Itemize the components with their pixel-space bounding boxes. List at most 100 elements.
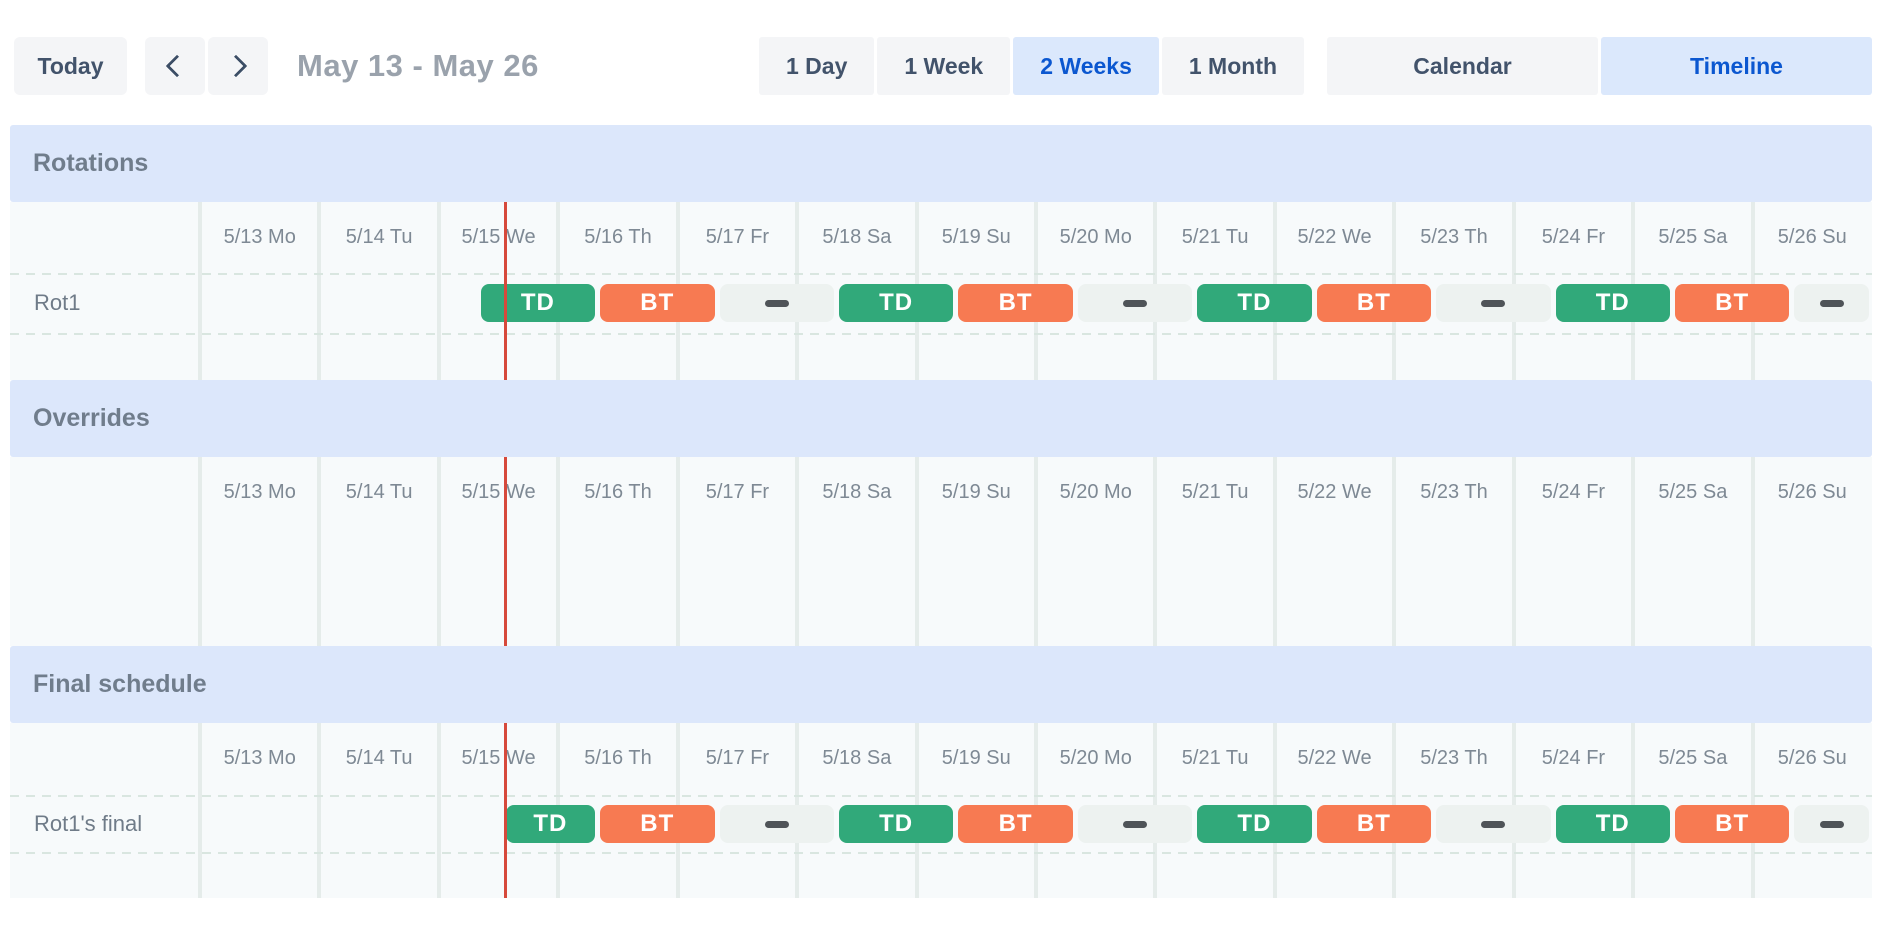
column-separator	[198, 457, 202, 646]
gap-dash-icon	[1819, 299, 1844, 307]
shift-bar[interactable]: BT	[1316, 284, 1432, 322]
section-title: Rotations	[33, 149, 149, 177]
date-header-cell: 5/15 We	[461, 481, 536, 503]
column-separator	[795, 457, 800, 646]
date-header-cell: 5/18 Sa	[822, 747, 892, 769]
date-header-cell: 5/20 Mo	[1059, 747, 1132, 769]
now-line-indicator	[503, 457, 507, 646]
shift-bar[interactable]: TD	[1555, 805, 1670, 843]
column-separator	[317, 457, 322, 646]
section-body: 5/13 Mo 5/14 Tu 5/15 We 5/16 Th 5/17 Fr 5/18 …	[10, 202, 1872, 380]
shift-bar[interactable]: TD	[480, 284, 596, 322]
date-header-cell: 5/23 Th	[1420, 481, 1488, 503]
date-header-cell: 5/19 Su	[941, 481, 1011, 503]
date-header-cell: 5/13 Mo	[223, 226, 296, 248]
date-header-cell: 5/26 Su	[1777, 747, 1847, 769]
section-header: Rotations	[10, 125, 1872, 202]
section-title: Final schedule	[33, 670, 207, 698]
date-header-cell: 5/14 Tu	[345, 747, 413, 769]
today-button[interactable]: Today	[14, 37, 127, 95]
shift-bar[interactable]: BT	[600, 805, 715, 843]
gap-dash-icon	[764, 299, 789, 307]
date-header-cell: 5/22 We	[1297, 481, 1372, 503]
date-nav-group	[145, 37, 268, 95]
column-separator	[1034, 457, 1038, 646]
shift-bar[interactable]: TD	[505, 805, 596, 843]
range-button-2-weeks[interactable]: 2 Weeks	[1013, 37, 1159, 95]
shift-label: TD	[1237, 289, 1272, 316]
prev-button[interactable]	[145, 37, 205, 95]
column-separator	[1631, 457, 1636, 646]
now-line-indicator	[503, 202, 507, 380]
section-header: Final schedule	[10, 646, 1872, 723]
range-button-1-week[interactable]: 1 Week	[877, 37, 1011, 95]
shift-label: BT	[998, 810, 1033, 837]
toolbar: Today May 13 - May 26 1 Day 1 Week 2 Weeks…	[0, 37, 1892, 95]
date-header-cell: 5/24 Fr	[1541, 226, 1606, 248]
date-header-cell: 5/21 Tu	[1181, 481, 1249, 503]
column-separator	[556, 457, 561, 646]
date-header-cell: 5/14 Tu	[345, 226, 413, 248]
range-switcher: 1 Day 1 Week 2 Weeks 1 Month	[759, 37, 1305, 95]
view-switcher: Calendar Timeline	[1327, 37, 1872, 95]
shift-label: BT	[1715, 810, 1750, 837]
view-button-timeline[interactable]: Timeline	[1601, 37, 1872, 95]
date-header-cell: 5/26 Su	[1777, 481, 1847, 503]
date-header-cell: 5/16 Th	[584, 481, 652, 503]
range-button-1-month[interactable]: 1 Month	[1161, 37, 1305, 95]
shift-bar[interactable]: BT	[600, 284, 715, 322]
date-header-cell: 5/25 Sa	[1658, 226, 1728, 248]
row-separator	[10, 273, 1872, 275]
date-header-cell: 5/20 Mo	[1059, 481, 1132, 503]
date-header-cell: 5/24 Fr	[1541, 747, 1606, 769]
gap-dash-icon	[1819, 820, 1844, 828]
shift-label: TD	[520, 289, 555, 316]
date-header-cell: 5/13 Mo	[223, 481, 296, 503]
section-header: Overrides	[10, 380, 1872, 457]
gap-strip	[1436, 284, 1551, 322]
shift-bar[interactable]: TD	[838, 284, 954, 322]
date-header-cell: 5/21 Tu	[1181, 226, 1249, 248]
shift-label: BT	[640, 810, 675, 837]
date-header-cell: 5/17 Fr	[705, 226, 770, 248]
shift-label: BT	[640, 289, 675, 316]
range-button-1-day[interactable]: 1 Day	[759, 37, 875, 95]
shift-label: BT	[1356, 810, 1391, 837]
shift-bar[interactable]: TD	[1197, 805, 1312, 843]
date-header-cell: 5/17 Fr	[705, 747, 770, 769]
shift-bar[interactable]: BT	[1674, 284, 1790, 322]
shift-bar[interactable]: TD	[838, 805, 954, 843]
shift-bar[interactable]: TD	[1555, 284, 1670, 322]
chevron-right-icon	[224, 54, 248, 78]
date-range-title: May 13 - May 26	[297, 48, 539, 83]
date-header-cell: 5/21 Tu	[1181, 747, 1249, 769]
now-line-indicator	[503, 723, 507, 898]
column-separator	[436, 723, 441, 898]
column-separator	[1511, 457, 1516, 646]
date-header-cell: 5/13 Mo	[223, 747, 296, 769]
row-separator	[10, 795, 1872, 797]
shift-bar[interactable]: TD	[1197, 284, 1312, 322]
shift-label: TD	[533, 810, 568, 837]
date-header-cell: 5/15 We	[461, 747, 536, 769]
row-separator	[10, 852, 1872, 854]
date-header-cell: 5/15 We	[461, 226, 536, 248]
date-header-cell: 5/20 Mo	[1059, 226, 1132, 248]
column-separator	[198, 723, 202, 898]
date-header-cell: 5/19 Su	[941, 226, 1011, 248]
column-separator	[1272, 457, 1277, 646]
next-button[interactable]	[208, 37, 268, 95]
gap-dash-icon	[764, 820, 789, 828]
column-separator	[317, 723, 322, 898]
shift-bar[interactable]: BT	[958, 284, 1073, 322]
shift-bar[interactable]: BT	[1674, 805, 1790, 843]
column-separator	[1392, 457, 1397, 646]
view-button-calendar[interactable]: Calendar	[1327, 37, 1598, 95]
date-header-cell: 5/23 Th	[1420, 747, 1488, 769]
gap-strip	[1794, 284, 1869, 322]
date-header-cell: 5/16 Th	[584, 226, 652, 248]
shift-label: TD	[1595, 289, 1630, 316]
date-header-cell: 5/23 Th	[1420, 226, 1488, 248]
shift-bar[interactable]: BT	[1316, 805, 1432, 843]
shift-bar[interactable]: BT	[958, 805, 1073, 843]
